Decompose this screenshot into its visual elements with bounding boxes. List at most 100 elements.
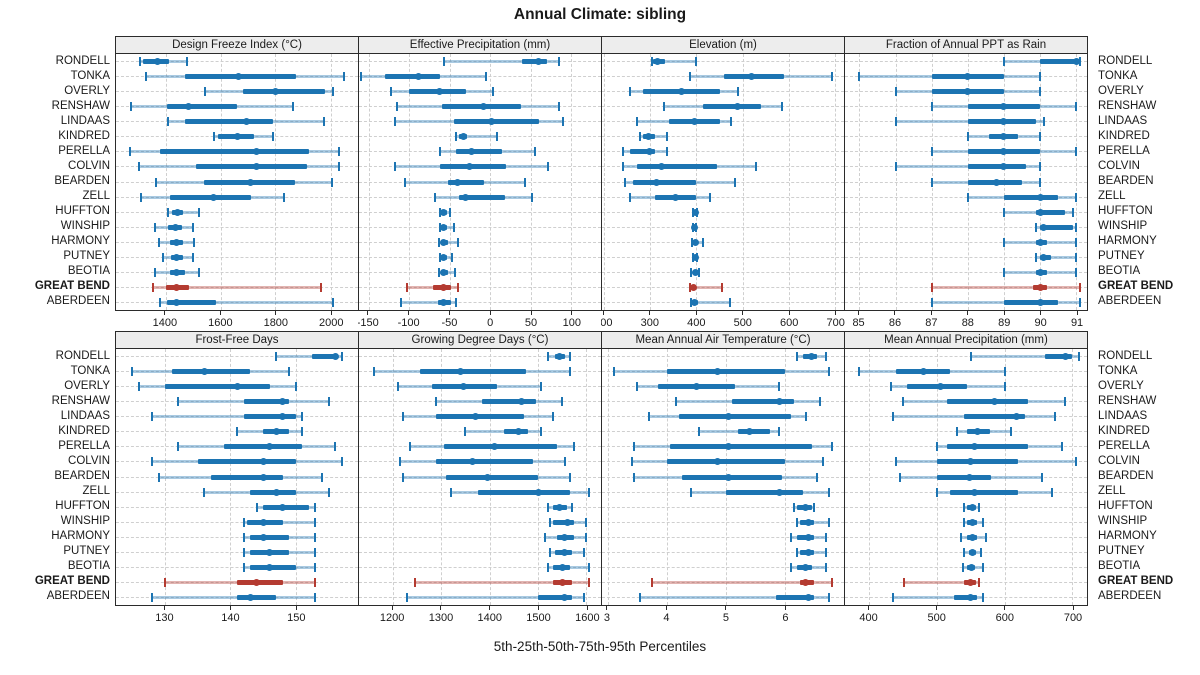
whisker-cap <box>709 192 712 202</box>
row-gridline <box>602 121 844 123</box>
range-line-5-95 <box>456 135 497 139</box>
x-tick-mark <box>606 606 608 610</box>
station-label: ABERDEEN <box>1098 590 1162 603</box>
whisker-cap <box>549 517 552 527</box>
iqr-bar-25-75 <box>482 399 536 405</box>
x-tick-label: 1200 <box>379 612 405 624</box>
whisker-cap <box>464 427 467 437</box>
whisker-cap <box>1071 207 1074 217</box>
station-label: OVERLY <box>64 379 110 392</box>
station-label: BEOTIA <box>1098 265 1141 278</box>
x-tick-label: 150 <box>287 612 306 624</box>
median-dot <box>459 383 467 391</box>
whisker-cap <box>587 577 590 587</box>
whisker-cap <box>546 352 549 362</box>
iqr-bar-25-75 <box>171 369 251 375</box>
whisker-cap <box>203 487 206 497</box>
median-dot <box>259 458 267 466</box>
x-tick-label: 1400 <box>152 317 178 329</box>
whisker-cap <box>621 147 624 157</box>
median-dot <box>990 398 998 406</box>
whisker-cap <box>1003 367 1006 377</box>
median-dot <box>252 148 260 156</box>
whisker-cap <box>891 412 894 422</box>
whisker-cap <box>449 487 452 497</box>
row-gridline <box>116 211 358 213</box>
whisker-cap <box>780 102 783 112</box>
whisker-cap <box>663 102 666 112</box>
row-gridline <box>602 401 844 403</box>
station-label: BEARDEN <box>54 175 110 187</box>
whisker-cap <box>894 117 897 127</box>
row-gridline <box>602 506 844 508</box>
whisker-cap <box>895 457 898 467</box>
whisker-cap <box>340 457 343 467</box>
whisker-cap <box>778 382 781 392</box>
whisker-cap <box>828 592 831 602</box>
panel-strip-label: Frost-Free Days <box>195 334 279 346</box>
panel-grid: Frost-Free Days 130 140 150 Growing Degree D… <box>0 331 1200 626</box>
x-tick-label: 140 <box>221 612 240 624</box>
x-tick-label: 400 <box>687 317 706 329</box>
station-label: RENSHAW <box>51 394 110 407</box>
row-gridline <box>845 506 1087 508</box>
x-tick-mark <box>219 311 221 315</box>
panel-strip: Mean Annual Air Temperature (°C) <box>601 331 845 349</box>
row-gridline <box>845 521 1087 523</box>
whisker-cap <box>733 177 736 187</box>
station-label: PUTNEY <box>1098 250 1145 263</box>
range-line-5-95 <box>160 300 334 304</box>
x-tick-label: 700 <box>826 317 845 329</box>
row-gridline <box>359 136 601 138</box>
station-label: KINDRED <box>58 424 110 437</box>
x-tick-mark <box>1040 311 1042 315</box>
x-tick-mark <box>936 606 938 610</box>
whisker-cap <box>372 367 375 377</box>
whisker-cap <box>930 297 933 307</box>
station-label-column: RONDELL TONKA OVERLY RENSHAW LINDAAS KINDRED P… <box>1098 348 1200 604</box>
station-label: BEARDEN <box>1098 175 1154 187</box>
median-dot <box>805 593 813 601</box>
whisker-cap <box>451 252 454 262</box>
whisker-cap <box>795 352 798 362</box>
row-gridline <box>845 431 1087 433</box>
median-dot <box>775 488 783 496</box>
row-gridline <box>359 61 601 63</box>
station-label: HARMONY <box>51 530 110 543</box>
row-gridline <box>602 566 844 568</box>
whisker-cap <box>1002 207 1005 217</box>
row-gridline <box>845 121 1087 123</box>
row-gridline <box>845 301 1087 303</box>
median-dot <box>440 283 448 291</box>
median-dot <box>517 398 525 406</box>
median-dot <box>936 383 944 391</box>
whisker-cap <box>400 297 403 307</box>
whisker-cap <box>448 207 451 217</box>
whisker-cap <box>831 442 834 452</box>
median-dot <box>266 563 274 571</box>
x-tick-mark <box>1072 606 1074 610</box>
row-gridline <box>845 536 1087 538</box>
panel-strip: Frost-Free Days <box>115 331 359 349</box>
row-gridline <box>116 356 358 358</box>
plot-area <box>115 53 359 311</box>
whisker-cap <box>587 487 590 497</box>
x-tick-mark <box>788 311 790 315</box>
whisker-cap <box>828 487 831 497</box>
row-gridline <box>602 76 844 78</box>
whisker-cap <box>150 457 153 467</box>
station-label: PERELLA <box>1098 439 1150 452</box>
median-dot <box>457 368 465 376</box>
range-line-5-95 <box>931 285 1080 289</box>
panel-grid: Design Freeze Index (°C) 1400 1600 1800 2000… <box>0 36 1200 331</box>
whisker-cap <box>167 117 170 127</box>
median-dot <box>259 473 267 481</box>
x-tick-mark <box>275 311 277 315</box>
row-gridline <box>602 271 844 273</box>
median-dot <box>233 133 241 141</box>
whisker-cap <box>891 592 894 602</box>
whisker-cap <box>561 397 564 407</box>
iqr-bar-25-75 <box>666 369 785 375</box>
iqr-bar-25-75 <box>1003 194 1059 200</box>
x-tick-mark <box>408 311 410 315</box>
